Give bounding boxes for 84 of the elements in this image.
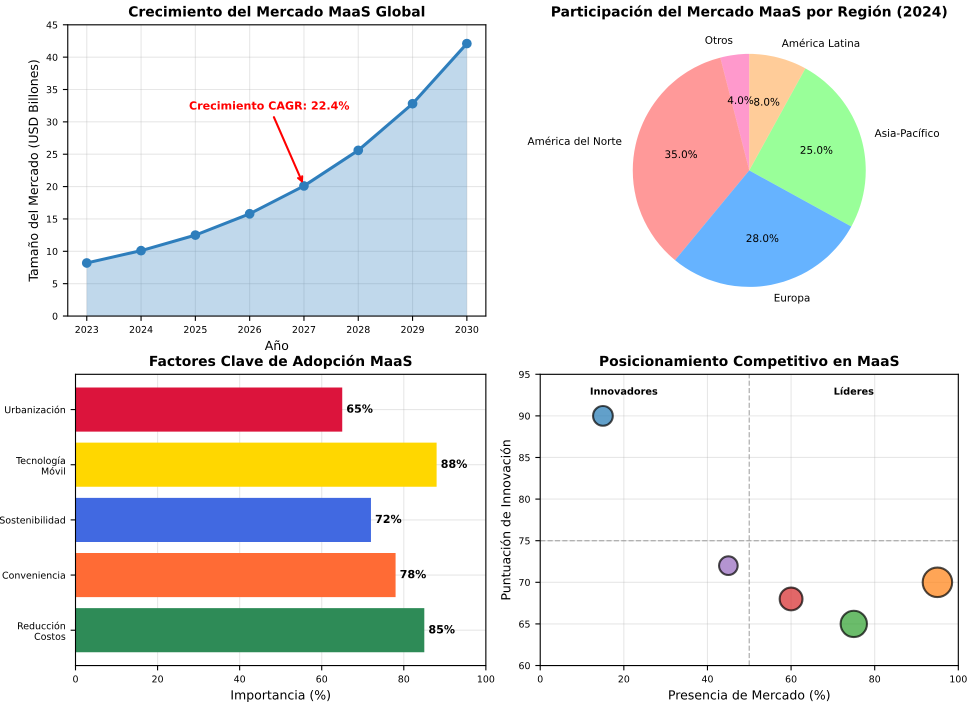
annotation: Crecimiento CAGR: 22.4% (190, 101, 350, 110)
y-tick-label: 0 (52, 312, 58, 320)
x-tick-label: 20 (618, 675, 630, 683)
data-label: 88% (441, 460, 467, 468)
chart-title: Crecimiento del Mercado MaaS Global (128, 6, 424, 17)
x-tick-label: 2029 (401, 326, 424, 334)
data-label: 78% (400, 570, 426, 578)
x-axis-title: Año (264, 340, 288, 350)
y-tick-label: Tecnología Móvil (16, 456, 65, 475)
y-tick-label: 90 (519, 412, 530, 420)
y-tick-label: 65 (519, 620, 530, 628)
pie-slice (675, 170, 852, 287)
point (136, 246, 146, 256)
y-tick-label: Conveniencia (2, 571, 65, 579)
chart-title: Posicionamiento Competitivo en MaaS (600, 355, 899, 369)
chart-title: Factores Clave de Adopción MaaS (150, 354, 412, 369)
y-tick-label: 30 (46, 118, 58, 126)
data-label: 25.0% (800, 146, 832, 154)
point (190, 230, 200, 240)
annotation: Líderes (834, 386, 874, 395)
x-tick-label: 100 (478, 675, 494, 683)
x-tick-label: 0 (538, 675, 543, 683)
point (462, 38, 472, 48)
y-tick-label: 60 (519, 662, 530, 670)
y-tick-label: 15 (47, 216, 58, 223)
data-label: 4.0% (728, 96, 754, 104)
x-tick-label: 2023 (75, 326, 98, 334)
x-tick-label: 2024 (130, 326, 153, 334)
slice-label: América del Norte (528, 136, 622, 145)
point (299, 181, 309, 191)
y-tick-label: 25 (46, 150, 58, 158)
chart-title: Participación del Mercado MaaS por Región (2024) (552, 5, 947, 20)
slice-label: Asia-Pacífico (874, 128, 940, 138)
bar (76, 442, 437, 487)
y-tick-label: 5 (52, 280, 58, 288)
y-tick-label: Reducción Costos (18, 622, 66, 640)
y-tick-label: 75 (519, 537, 530, 544)
x-tick-label: 2027 (292, 326, 316, 334)
point (82, 258, 92, 268)
y-tick-label: Urbanización (5, 406, 65, 414)
y-tick-label: 95 (519, 370, 530, 378)
x-axis-title: Presencia de Mercado (%) (669, 690, 830, 702)
y-axis-title: Puntuación de Innovación (500, 440, 510, 600)
x-tick-label: 2030 (456, 326, 478, 334)
x-tick-label: 2026 (238, 326, 262, 334)
x-tick-label: 40 (234, 675, 246, 683)
annotation: Innovadores (590, 387, 658, 395)
y-tick-label: 70 (519, 578, 530, 586)
x-tick-label: 2025 (184, 326, 207, 334)
bar (76, 552, 396, 598)
y-tick-label: 85 (519, 454, 530, 462)
data-label: 72% (376, 514, 402, 524)
x-tick-label: 20 (152, 675, 163, 683)
x-tick-label: 2028 (346, 326, 370, 334)
y-tick-label: 45 (46, 21, 58, 28)
data-label: 85% (429, 625, 455, 634)
x-tick-label: 80 (869, 675, 880, 683)
y-axis-title: Tamaño del Mercado (USD Billones) (28, 60, 40, 282)
slice-label: Europa (774, 294, 810, 304)
data-label: 35.0% (665, 150, 698, 158)
data-label: 28.0% (746, 234, 778, 242)
point (244, 208, 255, 219)
x-tick-label: 80 (398, 675, 410, 683)
point (408, 98, 418, 109)
x-tick-label: 100 (950, 675, 967, 683)
x-axis-title: Importancia (%) (232, 690, 330, 702)
data-label: 65% (347, 404, 373, 413)
y-tick-label: 80 (519, 496, 530, 503)
y-tick-label: 10 (47, 248, 58, 256)
bar (76, 608, 424, 652)
y-tick-label: 20 (46, 183, 58, 190)
point (353, 145, 364, 156)
bar (76, 498, 371, 542)
x-tick-label: 40 (702, 675, 713, 683)
x-tick-label: 0 (73, 675, 78, 683)
x-tick-label: 60 (316, 675, 328, 683)
y-tick-label: Sostenibilidad (0, 516, 65, 524)
x-tick-label: 60 (786, 675, 796, 683)
bar (76, 388, 342, 432)
y-tick-label: 35 (46, 86, 58, 94)
slice-label: América Latina (782, 38, 860, 48)
y-tick-label: 40 (46, 54, 58, 61)
data-label: 8.0% (754, 98, 780, 106)
slice-label: Otros (705, 36, 732, 44)
